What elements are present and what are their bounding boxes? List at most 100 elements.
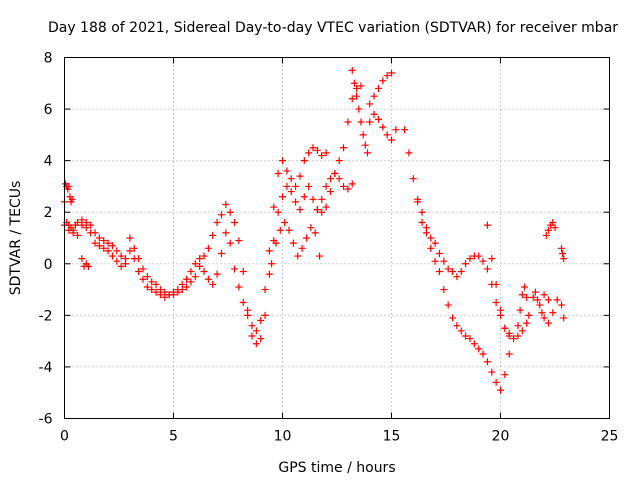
- data-point: [161, 293, 169, 301]
- data-point: [318, 208, 326, 216]
- data-point: [170, 288, 177, 296]
- data-point: [265, 247, 273, 255]
- data-point: [379, 123, 387, 131]
- data-point: [74, 219, 82, 227]
- data-point: [558, 301, 566, 309]
- data-point: [331, 170, 339, 178]
- data-point: [235, 283, 243, 291]
- data-point: [350, 79, 358, 87]
- data-point: [544, 226, 552, 234]
- series-arc-p: [542, 219, 559, 239]
- data-point: [422, 229, 430, 237]
- data-point: [74, 231, 82, 239]
- data-point: [549, 309, 557, 317]
- data-point: [279, 157, 286, 165]
- data-point: [309, 144, 317, 152]
- data-point: [401, 126, 409, 134]
- data-point: [558, 244, 566, 252]
- data-point: [497, 386, 504, 394]
- data-point: [95, 242, 103, 250]
- series-arc-k: [414, 198, 513, 394]
- data-point: [152, 288, 160, 296]
- data-point: [542, 231, 550, 239]
- data-point: [475, 345, 483, 353]
- data-point: [479, 257, 487, 265]
- data-point: [444, 265, 452, 273]
- data-point: [560, 314, 568, 322]
- data-point: [78, 221, 86, 229]
- data-point: [239, 268, 247, 276]
- data-point: [283, 167, 291, 175]
- data-point: [492, 378, 500, 386]
- data-point: [209, 280, 217, 288]
- data-point: [200, 252, 208, 260]
- data-point: [483, 221, 491, 229]
- data-point: [204, 244, 212, 252]
- data-point: [91, 239, 99, 247]
- data-point: [466, 335, 474, 343]
- data-point: [322, 182, 330, 190]
- series-arc-m: [514, 283, 533, 330]
- data-point: [348, 95, 356, 103]
- data-point: [270, 203, 278, 211]
- data-point: [501, 324, 509, 332]
- data-point: [289, 239, 297, 247]
- data-point: [313, 146, 321, 154]
- data-point: [444, 301, 452, 309]
- data-point: [316, 252, 324, 260]
- data-point: [272, 239, 280, 247]
- y-tick-label: 4: [44, 154, 53, 170]
- data-point: [475, 252, 483, 260]
- data-point: [483, 358, 491, 366]
- data-point: [200, 268, 208, 276]
- data-point: [265, 270, 273, 278]
- data-point: [248, 322, 256, 330]
- data-point: [326, 175, 334, 183]
- data-point: [348, 180, 356, 188]
- data-point: [143, 283, 151, 291]
- data-point: [544, 296, 552, 304]
- data-point: [370, 110, 378, 118]
- data-point: [296, 206, 304, 214]
- data-point: [361, 141, 369, 149]
- data-point: [549, 219, 557, 227]
- data-point: [311, 229, 319, 237]
- data-point: [540, 314, 548, 322]
- data-point: [274, 208, 282, 216]
- x-tick-label: 10: [274, 429, 292, 445]
- x-tick-label: 25: [601, 429, 619, 445]
- data-point: [104, 247, 112, 255]
- x-axis-label: GPS time / hours: [278, 460, 395, 476]
- y-tick-label: -2: [39, 308, 53, 324]
- data-point: [222, 229, 230, 237]
- data-point: [143, 273, 151, 281]
- data-point: [510, 335, 518, 343]
- data-point: [108, 242, 116, 250]
- data-point: [244, 311, 252, 319]
- data-point: [514, 332, 522, 340]
- data-point: [357, 82, 365, 90]
- data-point: [287, 188, 295, 196]
- data-point: [326, 188, 334, 196]
- data-point: [374, 115, 382, 123]
- data-point: [313, 206, 321, 214]
- data-point: [379, 77, 387, 85]
- data-point: [165, 291, 173, 299]
- data-point: [534, 296, 542, 304]
- data-point: [65, 182, 73, 190]
- data-point: [462, 332, 470, 340]
- data-point: [294, 252, 302, 260]
- data-point: [191, 260, 199, 268]
- series-arc-a: [61, 180, 76, 206]
- series-arc-i: [366, 110, 400, 144]
- data-point: [122, 260, 130, 268]
- data-point: [302, 234, 310, 242]
- y-tick-labels: -6 -4 -2 0 2 4 6 8: [39, 51, 53, 428]
- data-point: [544, 319, 552, 327]
- data-point: [340, 182, 348, 190]
- data-point: [126, 234, 134, 242]
- y-tick-label: 2: [44, 205, 53, 221]
- data-point: [287, 175, 295, 183]
- data-point: [457, 327, 465, 335]
- data-point: [309, 195, 317, 203]
